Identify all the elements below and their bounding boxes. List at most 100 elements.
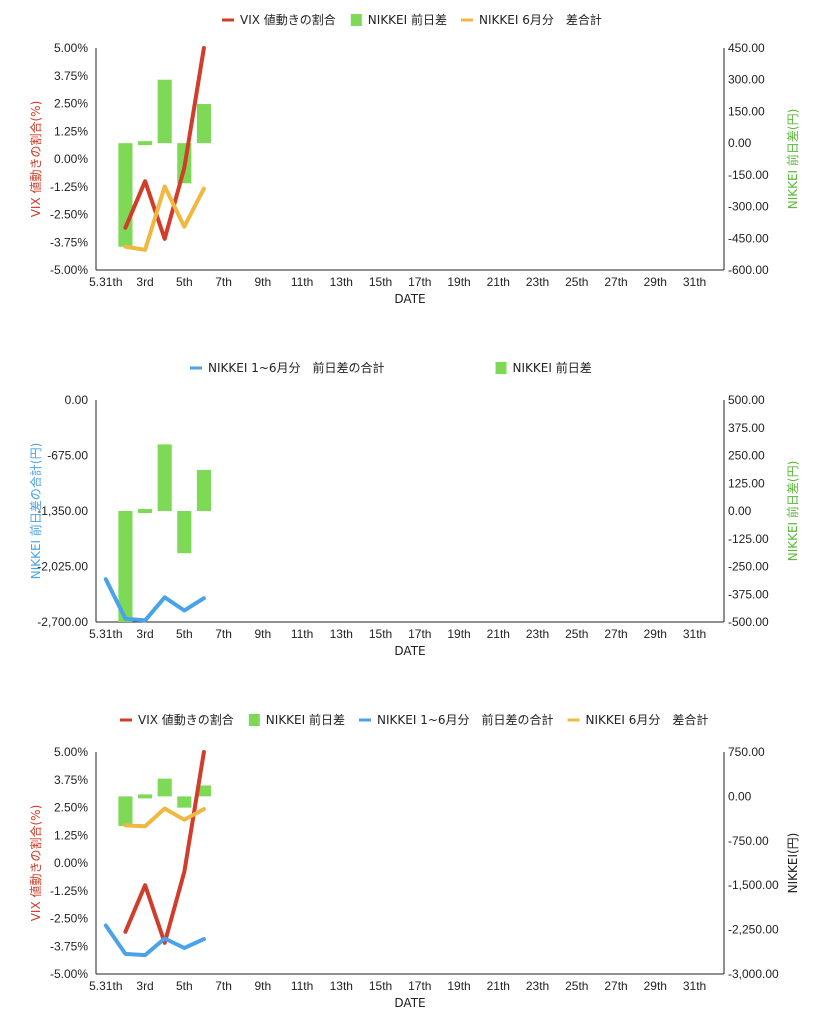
x-tick-label: 9th — [254, 979, 271, 993]
y-right-tick-label: -600.00 — [728, 263, 769, 277]
y-right-tick-label: -125.00 — [728, 532, 769, 546]
x-tick-label: 5th — [176, 627, 193, 641]
x-axis-title: DATE — [394, 292, 425, 306]
y-left-axis-title: NIKKEI 前日差の合計(円) — [28, 443, 43, 580]
legend-label: NIKKEI 1~6月分 前日差の合計 — [377, 712, 554, 727]
x-tick-label: 7th — [215, 275, 232, 289]
x-tick-label: 29th — [644, 979, 667, 993]
y-right-tick-label: -750.00 — [728, 834, 769, 848]
y-right-tick-label: 750.00 — [728, 745, 765, 759]
y-right-tick-label: -150.00 — [728, 168, 769, 182]
y-left-tick-label: 3.75% — [54, 69, 88, 83]
y-right-tick-label: 375.00 — [728, 421, 765, 435]
x-tick-label: 31th — [683, 275, 706, 289]
x-tick-label: 23th — [526, 627, 549, 641]
y-left-tick-label: -1.25% — [50, 180, 88, 194]
nikkei-diff-bar — [177, 511, 192, 554]
legend-swatch-box — [350, 14, 362, 26]
y-left-tick-label: -1.25% — [50, 884, 88, 898]
x-tick-label: 27th — [604, 979, 627, 993]
legend-label: NIKKEI 6月分 差合計 — [586, 712, 709, 727]
nikkei-diff-bar — [118, 511, 133, 622]
x-tick-label: 5.31th — [89, 275, 122, 289]
x-tick-label: 27th — [604, 275, 627, 289]
y-right-tick-label: 300.00 — [728, 73, 765, 87]
y-right-tick-label: -500.00 — [728, 615, 769, 629]
y-left-tick-label: 5.00% — [54, 41, 88, 55]
legend: VIX 値動きの割合 NIKKEI 前日差 NIKKEI 1~6月分 前日差の合計 N… — [120, 712, 708, 727]
legend-item: NIKKEI 前日差 — [350, 12, 447, 27]
x-tick-label: 25th — [565, 979, 588, 993]
nikkei-diff-bar — [196, 104, 212, 144]
y-right-tick-label: 250.00 — [728, 449, 765, 463]
legend-swatch-box — [495, 362, 507, 374]
x-tick-label: 25th — [565, 627, 588, 641]
nikkei-diff-bar — [157, 444, 172, 511]
y-left-tick-label: 2.50% — [54, 97, 88, 111]
series-line — [123, 806, 206, 829]
legend-item: NIKKEI 前日差 — [495, 360, 592, 375]
y-right-tick-label: 450.00 — [728, 41, 765, 55]
x-tick-label: 15th — [369, 275, 392, 289]
x-tick-label: 13th — [330, 627, 353, 641]
series-line — [103, 577, 206, 623]
x-tick-label: 9th — [254, 275, 271, 289]
series-line — [103, 923, 206, 958]
y-left-axis-title: VIX 値動きの割合(%) — [28, 805, 43, 922]
y-left-tick-label: -3.75% — [50, 235, 88, 249]
x-axis-title: DATE — [394, 644, 425, 658]
legend-label: NIKKEI 6月分 差合計 — [479, 12, 602, 27]
y-right-tick-label: -450.00 — [728, 231, 769, 245]
x-tick-label: 17th — [408, 275, 431, 289]
x-tick-label: 29th — [644, 275, 667, 289]
y-right-tick-label: -2,250.00 — [728, 923, 779, 937]
legend: VIX 値動きの割合 NIKKEI 前日差 NIKKEI 6月分 差合計 — [222, 12, 602, 27]
legend-item: NIKKEI 6月分 差合計 — [567, 712, 709, 727]
x-tick-label: 17th — [408, 979, 431, 993]
x-tick-label: 19th — [447, 979, 470, 993]
x-tick-label: 3rd — [136, 979, 153, 993]
x-tick-label: 21th — [487, 627, 510, 641]
x-tick-label: 31th — [683, 979, 706, 993]
series-line — [123, 184, 206, 252]
x-tick-label: 19th — [447, 627, 470, 641]
y-left-tick-label: 2.50% — [54, 801, 88, 815]
legend-item: VIX 値動きの割合 — [222, 12, 336, 27]
x-tick-label: 15th — [369, 627, 392, 641]
x-tick-label: 11th — [291, 627, 313, 641]
nikkei-diff-bar — [157, 778, 172, 797]
y-left-tick-label: -3.75% — [50, 939, 88, 953]
x-tick-label: 13th — [330, 275, 353, 289]
chart-2: NIKKEI 1~6月分 前日差の合計 NIKKEI 前日差 0.00 -675.00… — [28, 360, 800, 658]
legend-item: NIKKEI 前日差 — [248, 712, 345, 727]
x-tick-label: 3rd — [136, 275, 153, 289]
y-left-tick-label: -2,025.00 — [37, 560, 88, 574]
y-right-tick-label: 0.00 — [728, 504, 752, 518]
nikkei-diff-bar — [157, 79, 172, 144]
y-right-tick-label: -3,000.00 — [728, 967, 779, 981]
series-line — [123, 750, 206, 945]
y-right-axis-title: NIKKEI(円) — [786, 833, 800, 894]
y-left-tick-label: -5.00% — [50, 263, 88, 277]
y-right-axis-title: NIKKEI 前日差(円) — [785, 461, 800, 562]
legend-label: NIKKEI 前日差 — [266, 712, 345, 727]
y-left-tick-label: 0.00 — [65, 393, 89, 407]
y-left-axis-title: VIX 値動きの割合(%) — [28, 101, 43, 218]
y-right-tick-label: -250.00 — [728, 560, 769, 574]
nikkei-diff-bar — [137, 794, 153, 799]
legend-label: VIX 値動きの割合 — [240, 12, 336, 27]
x-tick-label: 13th — [330, 979, 353, 993]
y-left-tick-label: -1,350.00 — [37, 504, 88, 518]
nikkei-diff-bar — [118, 796, 133, 826]
x-tick-label: 5th — [176, 979, 193, 993]
x-tick-label: 11th — [291, 275, 313, 289]
y-right-tick-label: 150.00 — [728, 104, 765, 118]
x-tick-label: 21th — [487, 979, 510, 993]
legend-label: NIKKEI 1~6月分 前日差の合計 — [208, 360, 385, 375]
x-tick-label: 5.31th — [89, 979, 122, 993]
x-tick-label: 7th — [215, 979, 232, 993]
nikkei-diff-bar — [137, 141, 153, 146]
nikkei-diff-bar — [196, 469, 212, 511]
y-right-tick-label: 0.00 — [728, 136, 752, 150]
y-right-tick-label: -375.00 — [728, 587, 769, 601]
